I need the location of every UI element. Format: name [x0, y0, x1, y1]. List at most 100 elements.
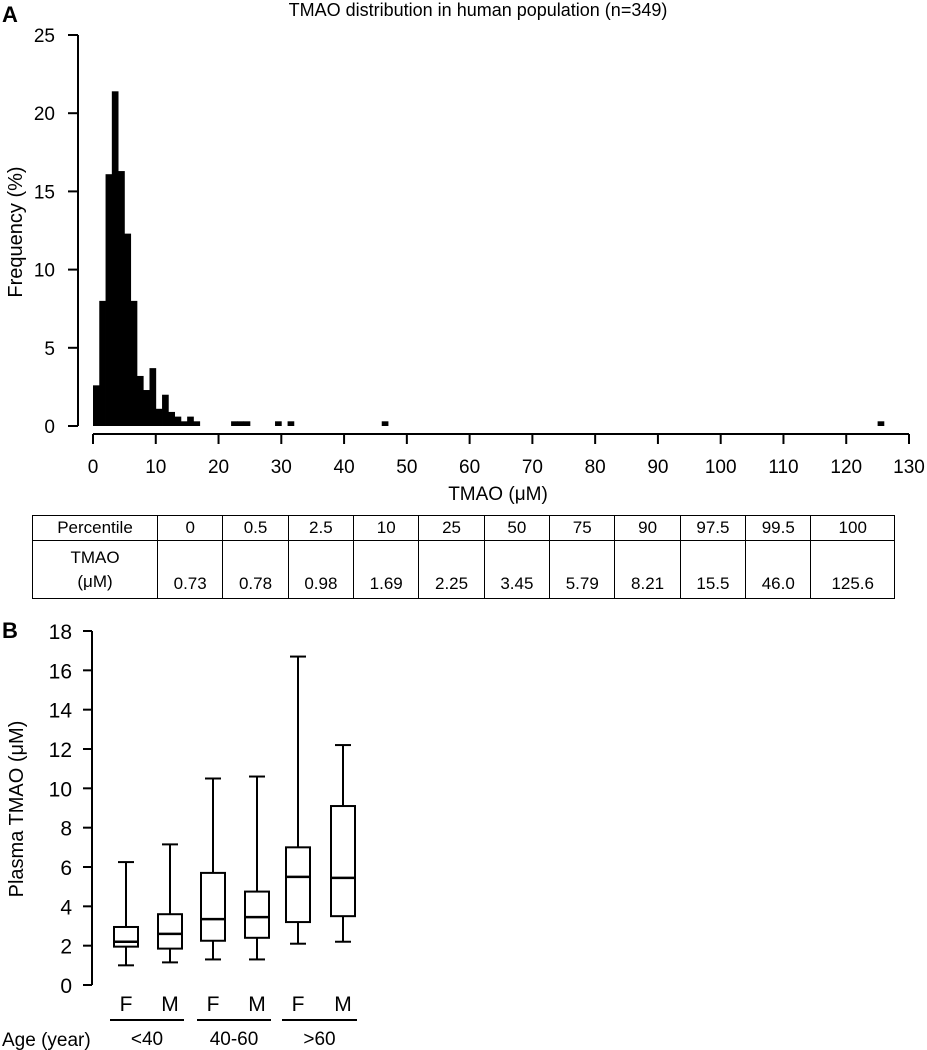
x-tick-label: 130: [893, 457, 925, 478]
histogram-bar: [149, 368, 157, 426]
box: [285, 655, 311, 945]
histogram-bar: [287, 421, 295, 426]
percentile-table: Percentile 0 0.5 2.5 10 25 50 75 90 97.5 99.5 100 …: [32, 515, 895, 599]
histogram-bar: [381, 421, 389, 426]
box-iqr: [200, 871, 226, 942]
boxplot-y-label: Plasma TMAO (μM): [6, 721, 28, 898]
x-tick-label: 60: [459, 457, 480, 478]
histogram-bar: [231, 421, 238, 426]
y-tick-label: 20: [34, 104, 55, 125]
histogram-bars: [93, 91, 885, 426]
histogram-bar: [99, 300, 106, 426]
y-tick-label: 8: [60, 818, 72, 841]
histogram-bar: [155, 408, 163, 426]
percentile-cell: 90: [614, 515, 681, 541]
tmao-value-cell: 125.6: [810, 540, 895, 599]
histogram-bar: [105, 174, 113, 426]
x-tick-label: 30: [271, 457, 292, 478]
histogram-bar: [93, 385, 100, 426]
x-tick-label: 20: [208, 457, 229, 478]
y-tick-label: 10: [49, 778, 72, 801]
tmao-value-cell: 0.73: [156, 540, 224, 599]
histogram-bar: [111, 91, 119, 426]
panel-a-letter: A: [2, 2, 18, 27]
boxplot-panel: B Plasma TMAO (μM) 0 2 4 6 8 10 12 14 16 18 F M F M F…: [2, 618, 357, 1050]
boxplot-y-ticks: 0 2 4 6 8 10 12 14 16 18: [49, 621, 92, 998]
tmao-value-cell: 2.25: [418, 540, 485, 599]
histogram-bar: [237, 421, 245, 426]
histogram-bar: [136, 375, 144, 426]
y-tick-label: 2: [60, 936, 72, 959]
box-iqr: [330, 805, 356, 918]
boxplot-boxes: [113, 655, 356, 967]
box: [200, 777, 226, 961]
sex-label: M: [161, 993, 179, 1016]
box: [157, 843, 183, 964]
percentile-cell: 100: [810, 515, 895, 541]
tmao-value-cell: 3.45: [483, 540, 551, 599]
x-tick-label: 0: [88, 457, 99, 478]
percentile-cell: 50: [483, 515, 551, 541]
group-label: 40-60: [210, 1029, 259, 1050]
tmao-value-cell: 8.21: [614, 540, 681, 599]
y-tick-label: 14: [49, 700, 73, 723]
histogram-bar: [143, 390, 150, 426]
x-tick-label: 10: [145, 457, 166, 478]
tmao-value-cell: 0.78: [222, 540, 289, 599]
histogram-x-ticks: 0 10 20 30 40 50 60 70 80 90 100 110 120 130: [88, 434, 925, 478]
x-tick-label: 70: [522, 457, 543, 478]
box-iqr: [285, 846, 311, 924]
y-tick-label: 0: [60, 975, 72, 998]
box-iqr: [113, 925, 139, 948]
y-tick-label: 18: [49, 621, 72, 644]
box-iqr: [244, 890, 270, 939]
sex-label: M: [334, 993, 352, 1016]
histogram-bar: [877, 421, 885, 426]
y-tick-label: 5: [44, 339, 55, 360]
x-tick-label: 50: [396, 457, 417, 478]
histogram-title: TMAO distribution in human population (n…: [289, 0, 668, 20]
group-label: >60: [303, 1029, 335, 1050]
panel-b-letter: B: [2, 618, 18, 643]
x-tick-label: 110: [768, 457, 798, 478]
histogram-bar: [174, 416, 182, 426]
histogram-bar: [180, 421, 188, 426]
boxplot-group-labels: <40 40-60 >60: [110, 1019, 357, 1050]
y-tick-label: 6: [60, 857, 72, 880]
box: [244, 775, 270, 961]
histogram-bar: [243, 421, 251, 426]
tmao-header-line1: TMAO: [70, 548, 120, 567]
percentile-cell: 99.5: [745, 515, 812, 541]
sex-label: F: [207, 993, 220, 1016]
histogram-bar: [275, 421, 282, 426]
histogram-panel: A TMAO distribution in human population …: [2, 0, 925, 505]
box-iqr: [157, 913, 183, 950]
histogram-bar: [162, 394, 169, 426]
histogram-y-label: Frequency (%): [5, 166, 27, 297]
percentile-cell: 25: [418, 515, 485, 541]
percentile-cell: 0.5: [222, 515, 289, 541]
x-tick-label: 100: [705, 457, 737, 478]
percentile-row: Percentile 0 0.5 2.5 10 25 50 75 90 97.5 99.5 100: [32, 515, 895, 541]
x-tick-label: 120: [830, 457, 862, 478]
x-tick-label: 80: [585, 457, 606, 478]
percentile-cell: 97.5: [679, 515, 747, 541]
histogram-bar: [187, 416, 194, 426]
y-tick-label: 12: [49, 739, 72, 762]
percentile-header-cell: Percentile: [32, 515, 158, 541]
tmao-value-cell: 1.69: [353, 540, 420, 599]
sex-label: F: [292, 993, 305, 1016]
group-label: <40: [131, 1029, 163, 1050]
percentile-cell: 10: [353, 515, 420, 541]
x-tick-label: 40: [334, 457, 355, 478]
histogram-bar: [130, 300, 138, 426]
y-tick-label: 25: [34, 26, 55, 47]
histogram-bar: [124, 233, 132, 426]
box: [330, 744, 356, 943]
histogram-bar: [193, 421, 201, 426]
percentile-cell: 75: [549, 515, 616, 541]
y-tick-label: 4: [60, 896, 72, 919]
tmao-value-row: TMAO (μM) 0.73 0.78 0.98 1.69 2.25 3.45 5.79 8.2…: [32, 540, 895, 599]
